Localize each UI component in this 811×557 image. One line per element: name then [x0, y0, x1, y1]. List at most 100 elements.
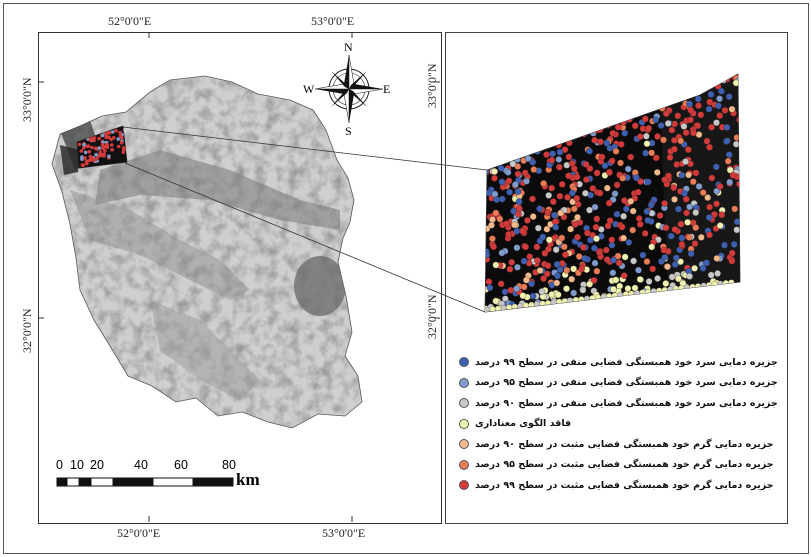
- hotspot-dot: [514, 188, 522, 195]
- hotspot-dot: [662, 110, 670, 117]
- lon-label-bottom-right: 53°0'0"E: [322, 526, 366, 540]
- hotspot-dot-small: [100, 143, 105, 147]
- lon-label-bottom-left: 52°0'0"E: [117, 526, 161, 540]
- hotspot-dot: [725, 151, 733, 159]
- hotspot-dot: [583, 176, 590, 183]
- legend-label: جزیره دمایی سرد خود همبستگی فضایی منفی د…: [475, 356, 778, 368]
- hotspot-dot: [730, 241, 738, 248]
- hotspot-dot: [553, 279, 561, 287]
- lon-label-top-right: 53°0'0"E: [311, 14, 355, 28]
- hotspot-dot: [612, 276, 620, 284]
- hotspot-dot: [664, 263, 671, 271]
- hotspot-dot: [556, 192, 564, 200]
- legend-label: فاقد الگوی معناداری: [475, 418, 572, 430]
- hotspot-dot: [697, 233, 705, 241]
- hotspot-dot: [569, 189, 576, 197]
- hotspot-dot: [643, 140, 651, 148]
- hotspot-dot: [544, 209, 552, 216]
- hotspot-dot: [664, 120, 672, 127]
- hotspot-dot: [593, 235, 600, 243]
- hotspot-dot: [536, 267, 544, 274]
- hotspot-dot: [675, 205, 682, 213]
- hotspot-dot: [515, 198, 523, 206]
- hotspot-dot: [621, 197, 628, 204]
- hotspot-dot: [713, 119, 720, 127]
- hotspot-dot-small: [105, 144, 110, 148]
- hotspot-dot: [530, 166, 538, 173]
- hotspot-dot: [708, 123, 715, 131]
- hotspot-dot: [686, 203, 693, 211]
- hotspot-dot: [678, 171, 686, 179]
- hotspot-dot: [513, 244, 521, 252]
- hotspot-dot: [556, 266, 564, 274]
- hotspot-dot: [714, 270, 721, 277]
- hotspot-dot: [726, 166, 734, 174]
- hotspot-dot: [596, 189, 604, 197]
- hotspot-dot: [571, 221, 579, 228]
- hotspot-dot: [650, 196, 658, 204]
- hotspot-dot: [614, 252, 622, 260]
- legend-item-cold-90: جزیره دمایی سرد خود همبستگی فضایی منفی د…: [455, 393, 790, 414]
- hotspot-dot: [545, 236, 553, 244]
- hotspot-dot-small: [83, 150, 88, 155]
- hotspot-dot-small: [79, 149, 84, 153]
- hotspot-dot: [602, 246, 610, 254]
- hotspot-dot: [617, 159, 624, 167]
- hotspot-dot: [565, 153, 573, 161]
- hotspot-dot: [703, 259, 710, 267]
- hotspot-dot: [621, 129, 629, 137]
- hotspot-dot-small: [81, 146, 86, 150]
- hotspot-dot: [488, 221, 495, 229]
- hotspot-dot: [708, 174, 716, 182]
- hotspot-dot: [643, 208, 651, 215]
- hotspot-dot: [729, 171, 737, 179]
- hotspot-dot: [504, 168, 512, 176]
- hotspot-dot: [677, 220, 685, 228]
- hotspot-dot: [601, 162, 609, 170]
- hotspot-dot: [563, 266, 571, 274]
- hotspot-dot: [514, 263, 521, 271]
- hotspot-dot: [591, 244, 598, 252]
- hotspot-dot: [606, 169, 613, 176]
- hotspot-dot: [613, 210, 621, 218]
- hotspot-dot: [615, 259, 623, 267]
- hotspot-dot: [592, 223, 600, 231]
- hotspot-dot: [713, 187, 721, 195]
- hotspot-dot-small: [119, 136, 124, 140]
- hotspot-dot-small: [118, 130, 122, 135]
- hotspot-dot: [521, 169, 529, 177]
- hotspot-dot: [636, 276, 644, 283]
- hotspot-dot: [554, 291, 562, 299]
- hotspot-dot: [595, 248, 603, 256]
- hotspot-dot: [715, 102, 722, 110]
- hotspot-dot: [661, 200, 668, 207]
- compass-e: E: [383, 82, 391, 96]
- hotspot-dot: [684, 218, 691, 226]
- hotspot-dot: [568, 275, 576, 283]
- hotspot-dot: [642, 115, 649, 123]
- hotspot-dot: [529, 213, 537, 220]
- hotspot-dot: [660, 246, 668, 254]
- hotspot-dot: [697, 111, 705, 119]
- hotspot-dot: [543, 225, 551, 233]
- hotspot-dot: [589, 185, 597, 192]
- hotspot-dot: [686, 272, 693, 280]
- hotspot-dot: [523, 276, 530, 284]
- hotspot-dot: [718, 211, 726, 219]
- hotspot-dot: [520, 257, 528, 265]
- hotspot-dot: [503, 220, 510, 228]
- hotspot-dot: [570, 289, 578, 297]
- hotspot-dot: [733, 218, 740, 226]
- hotspot-dot: [591, 259, 599, 267]
- hotspot-dot: [490, 243, 497, 251]
- hotspot-dot: [611, 190, 619, 198]
- hotspot-dot: [552, 223, 560, 231]
- hotspot-dot: [603, 139, 611, 147]
- hotspot-dot: [528, 280, 535, 288]
- hotspot-dot: [575, 253, 583, 260]
- hotspot-dot: [641, 230, 649, 237]
- hotspot-dot: [506, 188, 513, 196]
- hotspot-dot: [570, 265, 577, 273]
- hotspot-dot: [723, 138, 730, 145]
